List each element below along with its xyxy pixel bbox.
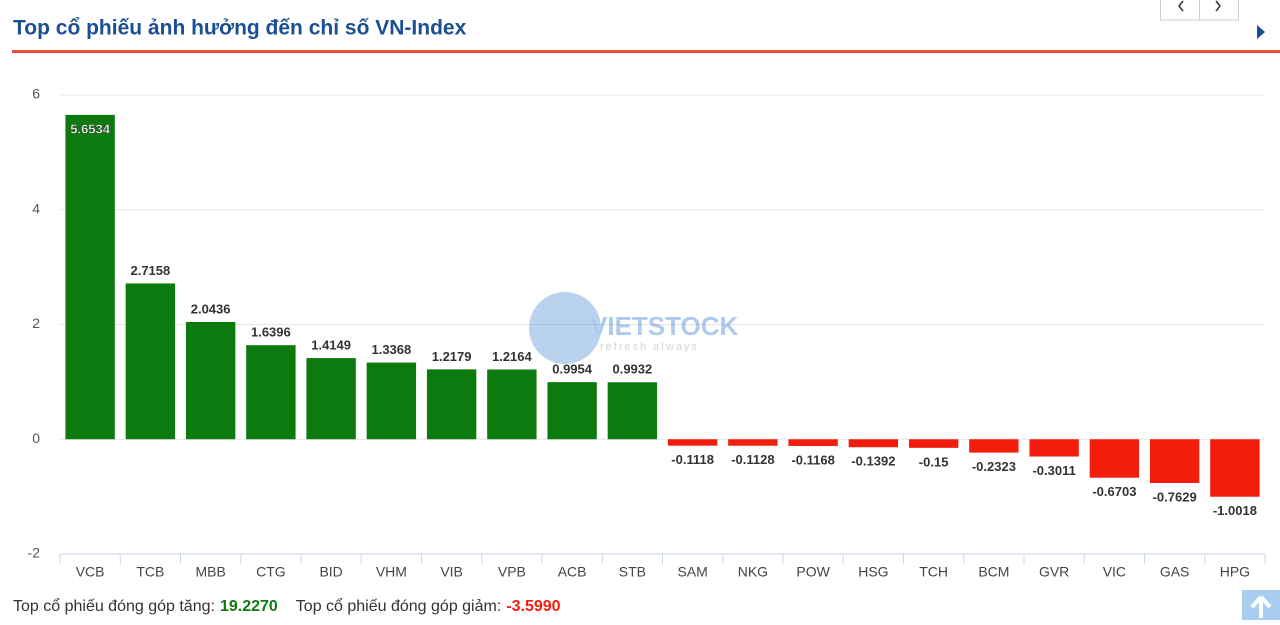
expand-icon[interactable]	[1257, 25, 1265, 39]
next-button[interactable]	[1199, 0, 1239, 21]
summary-label: Top cổ phiếu đóng góp tăng:	[13, 597, 215, 615]
x-tick-label: HSG	[858, 564, 888, 580]
y-tick-label: 4	[32, 200, 40, 216]
bar	[366, 362, 417, 440]
bar	[607, 382, 658, 440]
data-label: 5.6534	[70, 121, 111, 136]
data-label: 2.0436	[191, 301, 231, 316]
data-label: -0.1392	[851, 454, 895, 469]
data-label: 1.6396	[251, 325, 291, 340]
bar	[125, 283, 176, 440]
data-label: -0.7629	[1153, 489, 1197, 504]
chart-title: Top cổ phiếu ảnh hưởng đến chỉ số VN-Ind…	[13, 17, 467, 40]
y-tick-label: 6	[32, 86, 40, 102]
bar	[246, 345, 296, 440]
x-tick-label: VPB	[498, 564, 526, 580]
bar	[788, 439, 838, 446]
x-tick-label: NKG	[738, 564, 768, 580]
next-icon	[1215, 0, 1221, 12]
bar	[848, 439, 899, 448]
bar	[1149, 439, 1200, 484]
bar	[667, 439, 718, 446]
x-tick-label: BCM	[978, 564, 1009, 580]
data-label: -0.1168	[791, 452, 834, 467]
bar	[65, 114, 115, 440]
x-tick-label: ACB	[558, 564, 587, 580]
summary-value: -3.5990	[506, 598, 560, 615]
x-tick-label: BID	[319, 564, 342, 580]
bar	[487, 369, 537, 440]
data-label: -0.15	[919, 454, 949, 469]
prev-button[interactable]	[1160, 0, 1200, 21]
prev-icon	[1178, 0, 1184, 12]
data-label: -0.3011	[1032, 463, 1075, 478]
watermark-text: VIETSTOCK	[590, 311, 739, 341]
x-tick-label: VIC	[1103, 564, 1126, 580]
watermark-tagline: refresh always	[600, 341, 699, 353]
x-tick-label: POW	[796, 564, 830, 580]
data-label: 1.3368	[371, 342, 411, 357]
data-label: 1.2179	[432, 349, 472, 364]
data-label: 0.9932	[612, 362, 652, 377]
summary-value: 19.2270	[220, 598, 278, 615]
data-label: -0.6703	[1092, 484, 1136, 499]
x-tick-label: GAS	[1160, 564, 1190, 580]
x-tick-label: VIB	[440, 564, 463, 580]
y-tick-label: 2	[32, 315, 40, 331]
bar	[1089, 439, 1140, 478]
y-tick-label: -2	[28, 545, 41, 561]
data-label: 1.2164	[492, 349, 533, 364]
watermark-logo	[529, 292, 601, 364]
nav-buttons	[1160, 0, 1265, 39]
scroll-top-icon	[1250, 595, 1272, 618]
title-underline	[12, 50, 1280, 53]
bar	[426, 369, 477, 440]
bar	[1210, 439, 1260, 497]
data-label: -0.1118	[671, 452, 714, 467]
x-tick-label: MBB	[195, 564, 225, 580]
data-label: 2.7158	[130, 263, 170, 278]
y-tick-label: 0	[32, 430, 40, 446]
x-tick-label: STB	[619, 564, 646, 580]
x-tick-label: TCB	[136, 564, 164, 580]
bar	[728, 439, 778, 446]
bar	[908, 439, 959, 448]
data-label: -0.2323	[972, 459, 1016, 474]
bar	[1029, 439, 1079, 457]
x-tick-label: TCH	[919, 564, 948, 580]
data-label: -0.1128	[731, 452, 774, 467]
x-tick-label: VHM	[376, 564, 407, 580]
bar	[185, 321, 236, 440]
watermark: VIETSTOCK refresh always	[529, 292, 739, 364]
x-tick-label: CTG	[256, 564, 286, 580]
bar	[969, 439, 1019, 453]
bar	[547, 382, 597, 440]
x-tick-label: VCB	[76, 564, 105, 580]
x-tick-label: GVR	[1039, 564, 1069, 580]
data-label: 1.4149	[311, 338, 351, 353]
data-label: 0.9954	[552, 362, 593, 377]
data-label: -1.0018	[1213, 503, 1257, 518]
summary: Top cổ phiếu đóng góp tăng: 19.2270 Top cổ…	[13, 597, 561, 615]
x-tick-label: SAM	[677, 564, 707, 580]
bar	[306, 358, 356, 440]
x-tick-label: HPG	[1220, 564, 1250, 580]
summary-label: Top cổ phiếu đóng góp giảm:	[296, 597, 501, 615]
